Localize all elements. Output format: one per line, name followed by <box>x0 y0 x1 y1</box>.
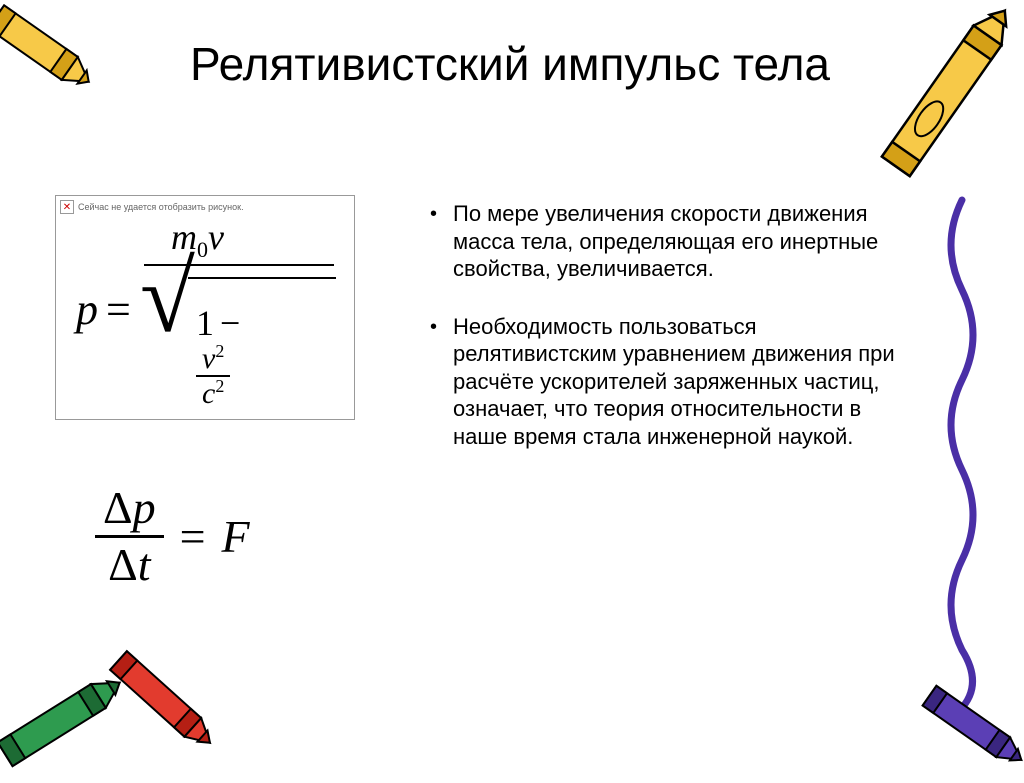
crayon-yellow-icon <box>0 0 110 110</box>
slide-title: Релятивистский импульс тела <box>140 38 880 91</box>
force-formula: Δp Δt = F <box>95 485 250 588</box>
bullet-text: По мере увеличения скорости движения мас… <box>453 200 920 283</box>
formula-box: ✕ Сейчас не удается отобразить рисунок. … <box>55 195 355 420</box>
bullet-list: • По мере увеличения скорости движения м… <box>430 200 920 480</box>
bullet-item: • По мере увеличения скорости движения м… <box>430 200 920 283</box>
crayon-yellow-icon <box>864 0 1024 195</box>
crayon-purple-icon <box>909 673 1024 783</box>
bullet-item: • Необходимость пользоваться релятивистс… <box>430 313 920 451</box>
bullet-marker: • <box>430 313 437 451</box>
broken-image-text: Сейчас не удается отобразить рисунок. <box>78 202 244 212</box>
broken-image-icon: ✕ <box>60 200 74 214</box>
crayon-red-icon <box>90 648 240 758</box>
squiggle-purple-icon <box>932 195 992 720</box>
formula-lhs: p <box>76 284 98 335</box>
bullet-marker: • <box>430 200 437 283</box>
formula-equals: = <box>106 284 131 335</box>
bullet-text: Необходимость пользоваться релятивистски… <box>453 313 920 451</box>
broken-image-placeholder: ✕ Сейчас не удается отобразить рисунок. <box>60 200 244 214</box>
